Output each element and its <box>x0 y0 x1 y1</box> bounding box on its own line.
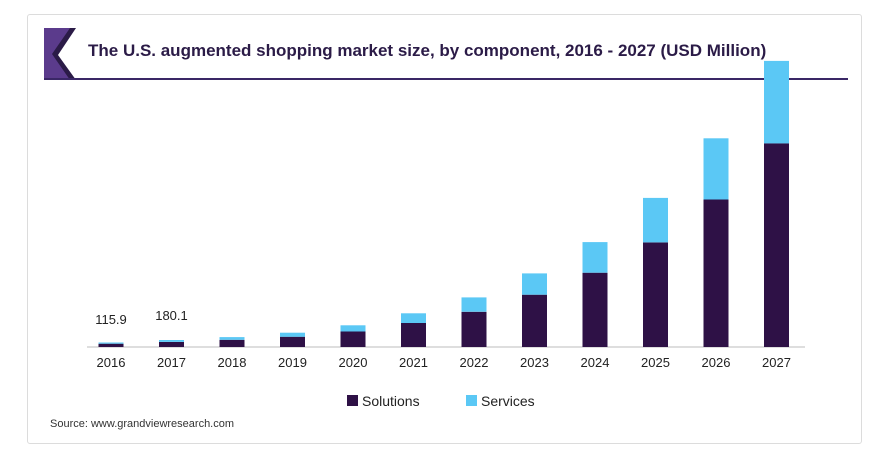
bar-services-2017 <box>159 340 184 342</box>
x-tick-label-2027: 2027 <box>762 355 791 370</box>
bar-services-2022 <box>461 297 487 312</box>
bar-solutions-2027 <box>764 143 789 347</box>
bar-services-2027 <box>764 60 789 144</box>
x-tick-label-2024: 2024 <box>581 355 610 370</box>
legend-swatch-services <box>466 395 477 406</box>
bar-services-2019 <box>280 332 305 337</box>
bar-services-2024 <box>582 242 608 273</box>
title-rule <box>44 78 848 80</box>
bar-solutions-2023 <box>522 294 547 347</box>
bar-services-2020 <box>340 325 366 332</box>
bar-services-2021 <box>401 313 426 323</box>
x-tick-label-2022: 2022 <box>460 355 489 370</box>
title-banner-accent <box>44 28 70 80</box>
bar-services-2018 <box>219 337 245 340</box>
legend: Solutions Services <box>347 393 535 409</box>
x-tick-label-2020: 2020 <box>339 355 368 370</box>
bar-solutions-2020 <box>340 331 366 347</box>
bar-services-2023 <box>522 273 547 295</box>
bar-solutions-2021 <box>401 323 426 347</box>
bar-solutions-2026 <box>703 199 729 347</box>
x-tick-label-2021: 2021 <box>399 355 428 370</box>
data-label-2017: 180.1 <box>155 308 188 323</box>
bar-services-2016 <box>98 342 124 344</box>
bar-services-2026 <box>703 138 729 200</box>
bar-solutions-2018 <box>219 339 245 347</box>
legend-label-solutions: Solutions <box>362 393 420 409</box>
legend-swatch-solutions <box>347 395 358 406</box>
x-tick-label-2018: 2018 <box>218 355 247 370</box>
bar-services-2025 <box>643 197 668 243</box>
bar-solutions-2019 <box>280 336 305 347</box>
chart-title: The U.S. augmented shopping market size,… <box>88 41 767 60</box>
bar-solutions-2024 <box>582 272 608 347</box>
data-label-2016: 115.9 <box>95 312 127 327</box>
x-tick-label-2023: 2023 <box>520 355 549 370</box>
bar-solutions-2022 <box>461 311 487 347</box>
bar-solutions-2025 <box>643 242 668 347</box>
bar-solutions-2017 <box>159 342 184 347</box>
legend-label-services: Services <box>481 393 535 409</box>
x-tick-label-2017: 2017 <box>157 355 186 370</box>
x-tick-label-2026: 2026 <box>702 355 731 370</box>
bar-solutions-2016 <box>98 343 124 347</box>
x-tick-label-2025: 2025 <box>641 355 670 370</box>
source-note: Source: www.grandviewresearch.com <box>50 418 235 430</box>
x-tick-label-2016: 2016 <box>97 355 126 370</box>
x-tick-label-2019: 2019 <box>278 355 307 370</box>
